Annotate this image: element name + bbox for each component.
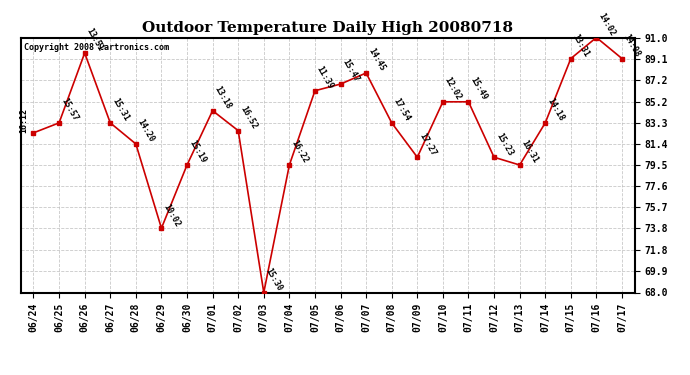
Text: 16:12: 16:12 xyxy=(19,108,28,133)
Text: 14:20: 14:20 xyxy=(136,118,156,144)
Text: 13:51: 13:51 xyxy=(85,27,105,53)
Text: 15:19: 15:19 xyxy=(187,139,207,165)
Text: 14:18: 14:18 xyxy=(545,97,566,123)
Text: 15:31: 15:31 xyxy=(110,97,130,123)
Text: 16:31: 16:31 xyxy=(520,139,540,165)
Text: 11:39: 11:39 xyxy=(315,64,335,91)
Text: 16:52: 16:52 xyxy=(238,105,259,130)
Text: 14:02: 14:02 xyxy=(596,11,617,38)
Text: 15:30: 15:30 xyxy=(264,266,284,292)
Text: 17:54: 17:54 xyxy=(392,97,412,123)
Text: 14:08: 14:08 xyxy=(622,32,642,58)
Text: 13:18: 13:18 xyxy=(213,84,233,111)
Text: 10:02: 10:02 xyxy=(161,202,181,228)
Text: 15:23: 15:23 xyxy=(494,131,514,157)
Text: 17:27: 17:27 xyxy=(417,131,437,157)
Text: 14:45: 14:45 xyxy=(366,47,386,73)
Text: 13:31: 13:31 xyxy=(571,32,591,58)
Text: 12:02: 12:02 xyxy=(443,76,463,102)
Text: Copyright 2008 Cartronics.com: Copyright 2008 Cartronics.com xyxy=(23,43,169,52)
Text: 15:49: 15:49 xyxy=(469,76,489,102)
Title: Outdoor Temperature Daily High 20080718: Outdoor Temperature Daily High 20080718 xyxy=(142,21,513,35)
Text: 15:47: 15:47 xyxy=(341,58,361,84)
Text: 15:57: 15:57 xyxy=(59,97,79,123)
Text: 16:22: 16:22 xyxy=(289,139,310,165)
